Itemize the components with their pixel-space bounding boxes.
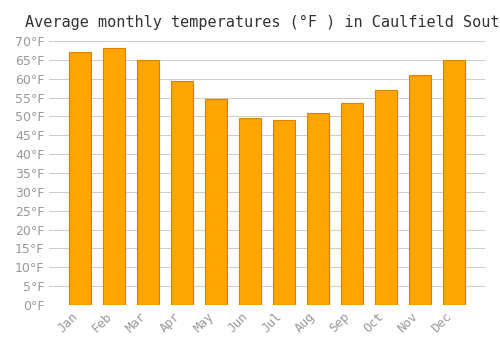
Bar bbox=[341, 103, 363, 305]
Bar bbox=[69, 52, 92, 305]
Bar bbox=[137, 60, 159, 305]
Bar bbox=[443, 60, 465, 305]
Bar bbox=[103, 48, 126, 305]
Bar bbox=[239, 118, 261, 305]
Bar bbox=[205, 99, 227, 305]
Bar bbox=[171, 80, 193, 305]
Bar bbox=[307, 113, 329, 305]
Title: Average monthly temperatures (°F ) in Caulfield South: Average monthly temperatures (°F ) in Ca… bbox=[26, 15, 500, 30]
Bar bbox=[375, 90, 397, 305]
Bar bbox=[273, 120, 295, 305]
Bar bbox=[409, 75, 431, 305]
